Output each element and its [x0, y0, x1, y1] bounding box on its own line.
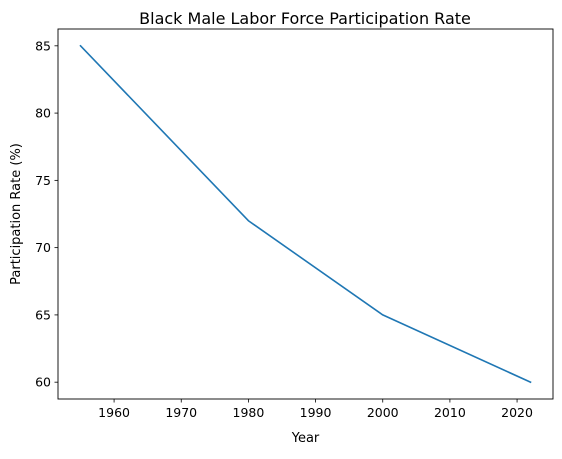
x-axis-label: Year [291, 431, 320, 446]
x-tick-label: 1980 [233, 405, 265, 420]
y-tick-label: 75 [35, 173, 51, 188]
series-layer [80, 46, 530, 382]
y-axis-label: Participation Rate (%) [9, 143, 24, 285]
y-tick-label: 80 [35, 106, 51, 121]
chart-title: Black Male Labor Force Participation Rat… [139, 9, 471, 28]
x-tick-label: 1960 [98, 405, 130, 420]
y-axis-ticks: 60 65 70 75 80 85 [35, 38, 58, 389]
y-tick-label: 70 [35, 240, 51, 255]
plot-area-frame [58, 29, 553, 399]
x-tick-label: 2000 [367, 405, 399, 420]
x-tick-label: 2020 [501, 405, 533, 420]
x-tick-label: 2010 [434, 405, 466, 420]
series-line [81, 46, 531, 382]
y-tick-label: 60 [35, 375, 51, 390]
y-tick-label: 85 [35, 38, 51, 53]
x-tick-label: 1970 [165, 405, 197, 420]
x-tick-label: 1990 [300, 405, 332, 420]
y-tick-label: 65 [35, 307, 51, 322]
x-axis-ticks: 1960 1970 1980 1990 2000 2010 2020 [98, 399, 533, 420]
